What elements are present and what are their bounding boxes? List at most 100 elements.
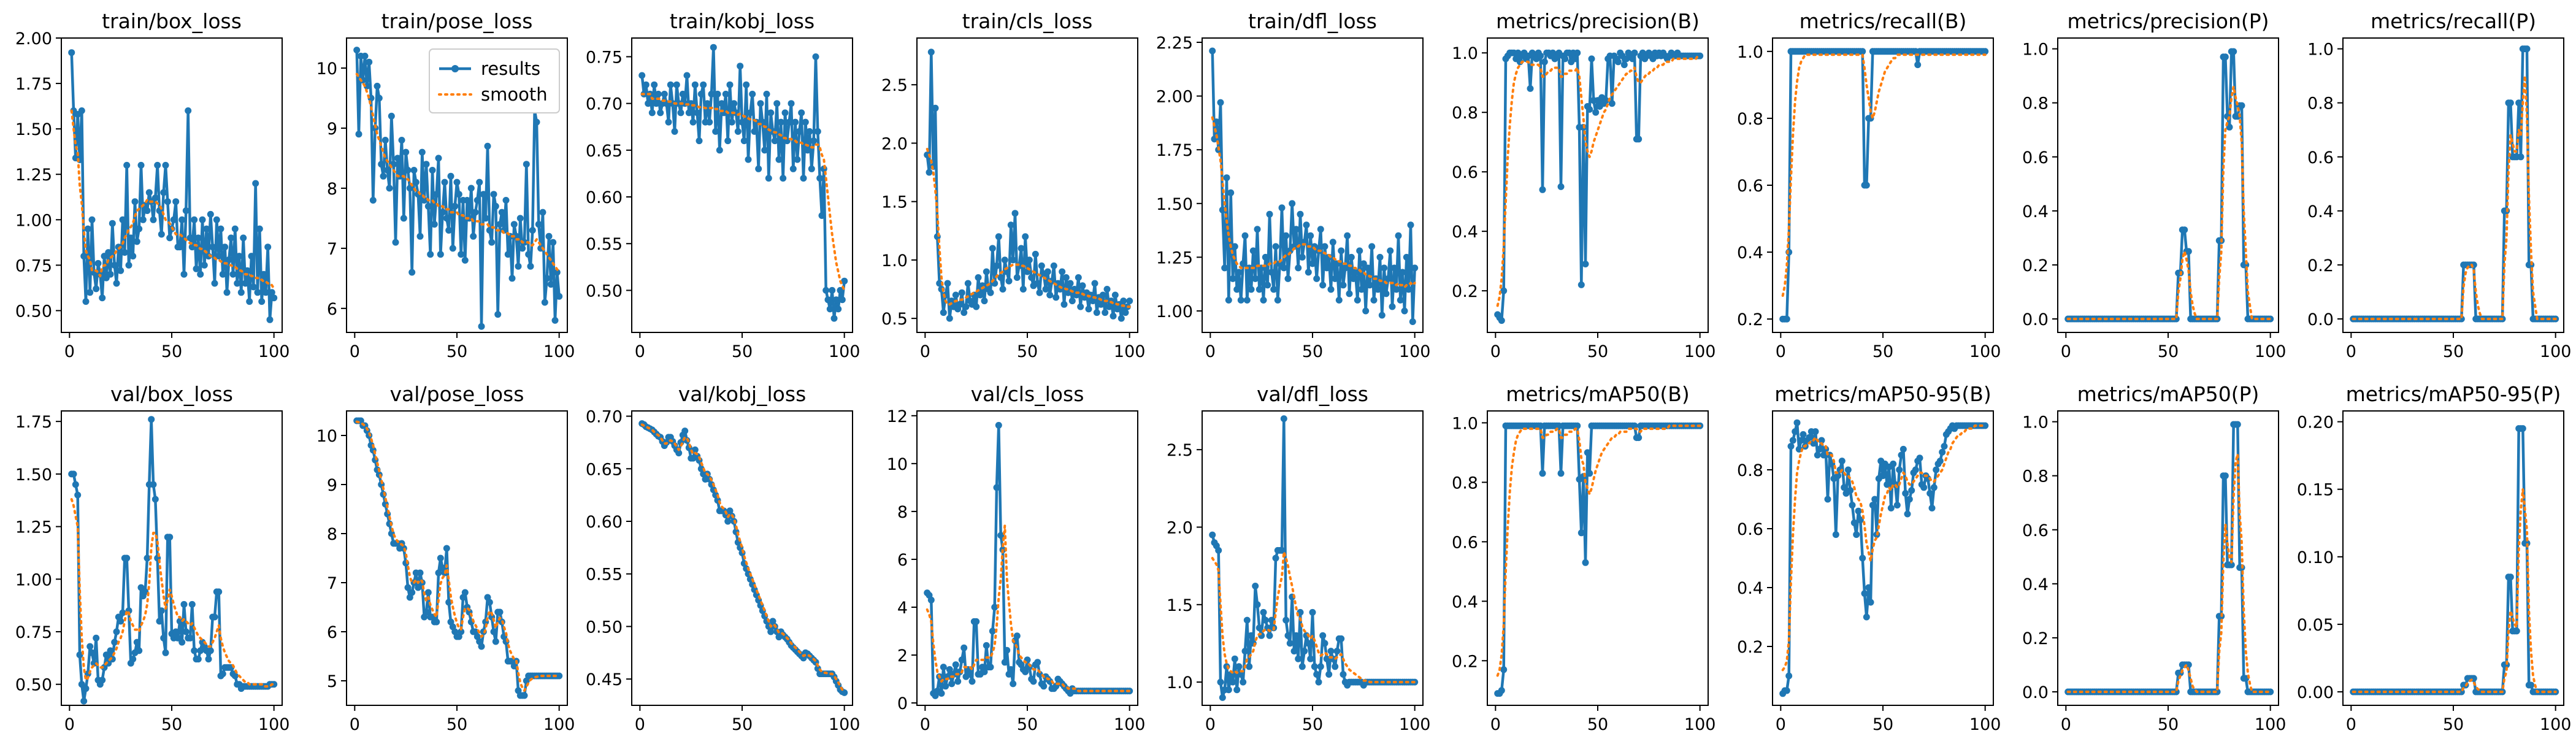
- data-point: [1381, 264, 1388, 272]
- data-point: [191, 216, 198, 223]
- legend-results-label: results: [481, 58, 540, 79]
- x-tick-label: 50: [732, 342, 753, 361]
- data-point: [1237, 296, 1244, 304]
- data-point: [1838, 458, 1846, 465]
- data-point: [1896, 466, 1903, 473]
- data-point: [761, 147, 769, 154]
- series-line-smooth: [2066, 85, 2272, 320]
- data-point: [1264, 282, 1271, 289]
- panel-title: val/cls_loss: [971, 382, 1084, 406]
- data-point: [1235, 269, 1243, 276]
- data-point: [437, 251, 444, 258]
- data-point: [1235, 663, 1243, 670]
- data-point: [1254, 601, 1261, 608]
- data-point: [818, 212, 826, 219]
- y-tick-label: 0.55: [586, 565, 623, 585]
- data-point: [1219, 694, 1226, 701]
- data-point: [1850, 519, 1858, 526]
- plot-area: [638, 420, 848, 696]
- data-point: [231, 672, 239, 680]
- data-point: [427, 251, 434, 258]
- x-tick-label: 100: [1114, 715, 1146, 734]
- x-tick-label: 50: [2443, 715, 2464, 734]
- data-point: [2238, 102, 2245, 109]
- data-point: [1798, 437, 1805, 444]
- y-tick-label: 1.25: [15, 518, 52, 537]
- data-point: [763, 90, 770, 98]
- data-point: [1841, 484, 1848, 491]
- data-point: [697, 465, 705, 472]
- data-point: [1097, 301, 1105, 308]
- data-point: [749, 90, 756, 98]
- legend: results smooth: [429, 48, 560, 113]
- data-point: [810, 137, 818, 145]
- data-point: [2528, 681, 2535, 689]
- data-point: [822, 286, 830, 294]
- data-point: [404, 167, 412, 174]
- data-point: [133, 238, 140, 245]
- data-point: [1863, 613, 1870, 621]
- series-line-smooth: [1781, 424, 1987, 672]
- data-point: [68, 49, 75, 56]
- series-line-smooth: [926, 524, 1131, 692]
- data-point: [958, 289, 965, 296]
- data-point: [523, 161, 530, 168]
- data-point: [829, 286, 836, 294]
- data-point: [194, 656, 202, 663]
- series-line-results: [1211, 417, 1416, 699]
- data-point: [423, 161, 430, 168]
- series-line-results: [70, 418, 275, 703]
- data-point: [1038, 262, 1045, 269]
- y-tick-label: 0.75: [586, 48, 623, 67]
- data-point: [433, 191, 440, 198]
- data-point: [1890, 460, 1897, 467]
- data-point: [1908, 487, 1915, 494]
- panel-title: metrics/mAP50(B): [1506, 382, 1690, 406]
- data-point: [182, 207, 190, 214]
- data-point: [94, 259, 102, 267]
- axes-frame: [1772, 410, 1994, 706]
- data-point: [160, 634, 167, 642]
- data-point: [380, 172, 387, 180]
- data-point: [775, 156, 783, 163]
- data-point: [1085, 305, 1092, 313]
- data-point: [2523, 540, 2531, 547]
- data-point: [1282, 232, 1290, 239]
- data-point: [1340, 671, 1347, 678]
- data-point: [80, 253, 88, 260]
- data-point: [458, 251, 465, 258]
- data-point: [2228, 561, 2235, 569]
- y-tick-label: 0.50: [15, 676, 52, 695]
- series-line-results: [1781, 50, 1987, 321]
- data-point: [180, 600, 188, 608]
- data-point: [673, 81, 680, 88]
- data-point: [502, 197, 510, 204]
- y-tick-label: 0.50: [15, 302, 52, 321]
- panel-title: val/kobj_loss: [678, 382, 807, 406]
- data-point: [1577, 529, 1585, 537]
- data-point: [1863, 182, 1870, 189]
- data-point: [539, 209, 546, 216]
- data-point: [1237, 671, 1244, 678]
- data-point: [412, 178, 420, 186]
- data-point: [1301, 648, 1308, 655]
- data-point: [1582, 261, 1589, 267]
- data-point: [99, 294, 106, 302]
- y-tick-label: 2.5: [881, 76, 908, 95]
- x-tick-label: 100: [258, 342, 290, 361]
- data-point: [738, 118, 746, 126]
- data-point: [1539, 186, 1546, 193]
- data-point: [1005, 277, 1013, 285]
- plot-area: [2350, 45, 2559, 323]
- data-point: [148, 416, 155, 423]
- y-tick-label: 0.45: [586, 670, 623, 689]
- y-tick-label: 8: [327, 180, 337, 199]
- data-point: [700, 81, 707, 88]
- data-point: [437, 554, 444, 562]
- data-point: [1311, 663, 1318, 670]
- panel-train-kobj-loss: train/kobj_loss 0 50 100 0.50 0.55 0.60 0.65 0.7…: [586, 9, 861, 361]
- y-tick-label: 9: [327, 120, 337, 139]
- data-point: [948, 297, 956, 305]
- data-point: [119, 216, 126, 223]
- plot-area: [1494, 49, 1704, 324]
